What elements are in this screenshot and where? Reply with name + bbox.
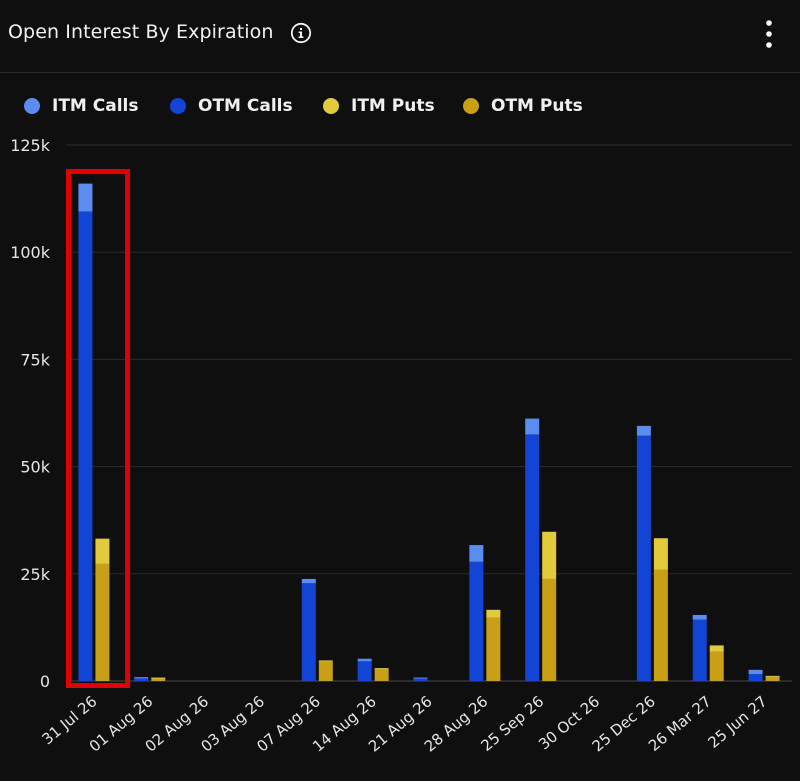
y-tick-label: 25k	[20, 565, 50, 584]
bar-otm-puts	[318, 661, 333, 681]
y-tick-label: 0	[40, 672, 50, 691]
bar-itm-calls	[748, 669, 763, 675]
info-circle-icon[interactable]	[290, 22, 312, 44]
bar-otm-calls	[748, 674, 763, 681]
bar-otm-calls	[692, 619, 707, 681]
legend-swatch	[323, 98, 339, 114]
legend-label: OTM Puts	[491, 96, 583, 116]
legend-label: ITM Calls	[52, 96, 139, 116]
bar-itm-calls	[78, 183, 93, 212]
bar-itm-puts	[95, 538, 110, 564]
bar-otm-calls	[78, 211, 93, 682]
chart-title: Open Interest By Expiration	[8, 21, 274, 43]
more-vertical-icon[interactable]	[758, 18, 780, 50]
bar-itm-puts	[653, 538, 668, 570]
legend-swatch	[24, 98, 40, 114]
bar-itm-calls	[636, 425, 651, 436]
bar-otm-puts	[709, 651, 724, 681]
bar-itm-calls	[357, 658, 372, 662]
bar-itm-calls	[692, 614, 707, 620]
legend-item-otm-calls[interactable]: OTM Calls	[170, 96, 293, 116]
bar-itm-calls	[525, 418, 540, 435]
bar-itm-calls	[301, 578, 316, 584]
legend-label: OTM Calls	[198, 96, 293, 116]
chart-legend: ITM Calls OTM Calls ITM Puts OTM Puts	[0, 96, 800, 120]
bar-itm-puts	[709, 645, 724, 652]
bar-otm-puts	[374, 669, 389, 681]
bar-itm-puts	[318, 660, 333, 662]
legend-item-itm-puts[interactable]: ITM Puts	[323, 96, 435, 116]
bar-itm-puts	[542, 531, 557, 579]
bar-otm-calls	[469, 561, 484, 681]
bar-otm-calls	[525, 434, 540, 681]
bar-itm-puts	[151, 677, 166, 679]
x-tick-label: 25 Sep 26	[477, 692, 547, 755]
y-tick-label: 100k	[10, 243, 51, 262]
bar-itm-puts	[765, 675, 780, 677]
y-tick-label: 75k	[20, 350, 50, 369]
chart-header: Open Interest By Expiration	[0, 0, 800, 73]
bar-otm-puts	[765, 676, 780, 681]
legend-item-otm-puts[interactable]: OTM Puts	[463, 96, 583, 116]
bar-itm-calls	[134, 677, 149, 679]
legend-swatch	[463, 98, 479, 114]
bar-otm-puts	[151, 678, 166, 681]
bar-itm-calls	[469, 545, 484, 562]
bar-otm-calls	[301, 583, 316, 681]
bar-otm-calls	[134, 678, 149, 681]
x-tick-label: 25 Jun 27	[705, 692, 771, 752]
bar-otm-calls	[357, 661, 372, 681]
y-tick-label: 50k	[20, 458, 50, 477]
bar-otm-puts	[95, 563, 110, 681]
bar-itm-puts	[374, 668, 389, 670]
bar-otm-calls	[413, 678, 428, 681]
bar-otm-calls	[636, 435, 651, 681]
bar-otm-puts	[486, 617, 501, 681]
bar-itm-puts	[486, 609, 501, 618]
x-tick-label: 26 Mar 27	[645, 692, 715, 755]
legend-label: ITM Puts	[351, 96, 435, 116]
legend-swatch	[170, 98, 186, 114]
legend-item-itm-calls[interactable]: ITM Calls	[24, 96, 138, 116]
bar-itm-calls	[413, 677, 428, 679]
bar-otm-puts	[542, 578, 557, 681]
y-tick-label: 125k	[10, 136, 51, 155]
highlight-box	[66, 169, 130, 688]
bar-otm-puts	[653, 569, 668, 681]
